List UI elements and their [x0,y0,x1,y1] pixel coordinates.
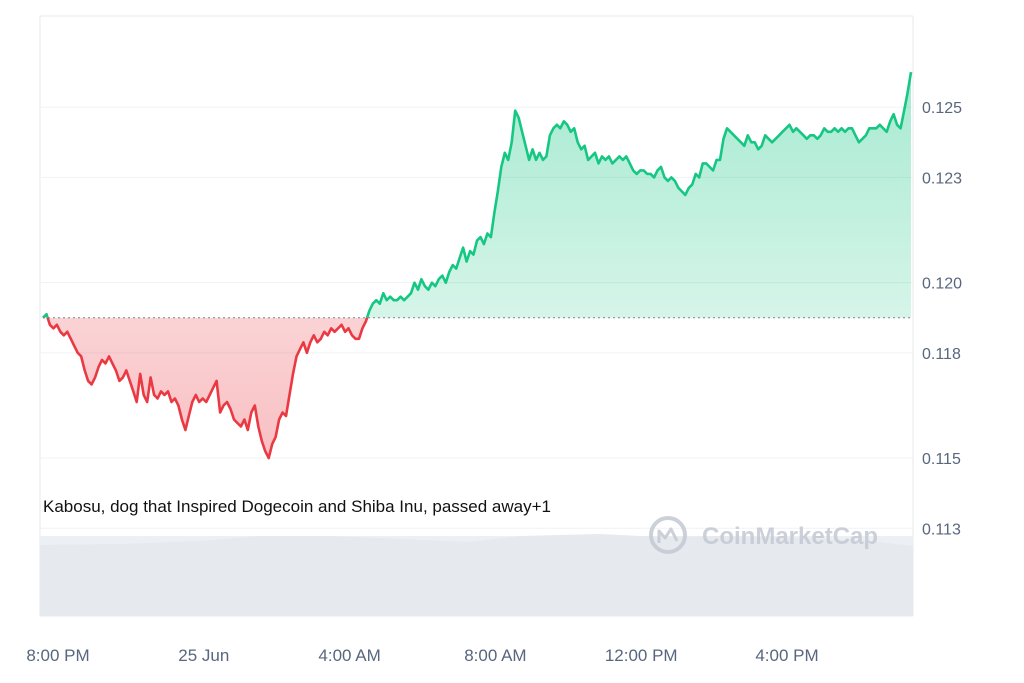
watermark-icon-mark [657,527,679,543]
x-axis-labels: 8:00 PM 25 Jun 4:00 AM 8:00 AM 12:00 PM 4:00 … [26,646,818,665]
x-tick-label: 4:00 PM [755,646,818,665]
area-fill-above [43,72,911,318]
y-tick-label: 0.125 [922,100,962,117]
price-line-down [42,317,369,460]
volume-top-edge [40,534,913,616]
x-tick-label: 12:00 PM [605,646,678,665]
coinmarketcap-logo: CoinMarketCap [649,516,878,554]
y-tick-label: 0.113 [922,521,961,538]
price-line-up [42,71,913,318]
area-fill-below [43,317,911,459]
y-axis-labels: 0.125 0.123 0.120 0.118 0.115 0.113 [922,100,962,538]
y-tick-label: 0.115 [922,451,961,468]
y-tick-label: 0.118 [922,346,961,363]
x-tick-label: 8:00 AM [464,646,526,665]
y-tick-label: 0.123 [922,170,962,187]
y-tick-label: 0.120 [922,276,962,293]
x-tick-label: 8:00 PM [26,646,89,665]
x-tick-label: 4:00 AM [318,646,380,665]
watermark-icon [649,516,687,554]
watermark-text: CoinMarketCap [702,523,878,550]
news-annotation[interactable]: Kabosu, dog that Inspired Dogecoin and S… [43,497,551,516]
x-tick-label: 25 Jun [178,646,229,665]
